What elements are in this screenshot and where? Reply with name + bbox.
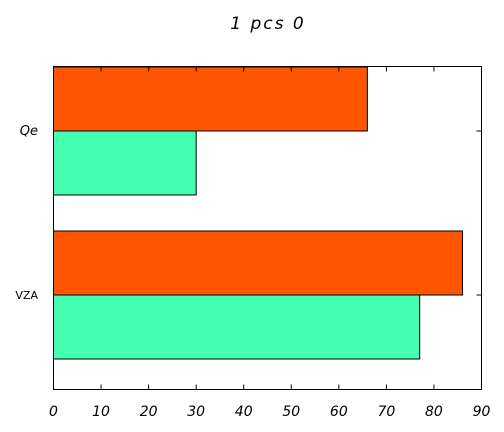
x-tick-label: 80: [425, 404, 443, 420]
category-label-qe: Qe: [20, 124, 38, 139]
bar-qe-series-1: [53, 66, 368, 132]
x-tick-label: 50: [282, 404, 300, 420]
bar-vza-series-1: [53, 230, 463, 296]
ticks-layer: [53, 66, 482, 390]
x-tick-label: 40: [235, 404, 253, 420]
x-tick-label: 30: [187, 404, 205, 420]
x-tick-label: 60: [330, 404, 348, 420]
bars-layer: [53, 66, 463, 360]
x-tick-label: 20: [140, 404, 158, 420]
x-tick-label: 90: [473, 404, 491, 420]
chart-title: 1 pcs 0: [230, 14, 305, 34]
category-label-vza: VZA: [15, 289, 38, 302]
x-tick-label: 10: [92, 404, 110, 420]
labels-layer: 0 10 20 30 40 50 60 70 80 90 Qe VZA: [15, 124, 490, 420]
bar-vza-series-2: [53, 294, 421, 360]
bar-qe-series-2: [53, 130, 197, 196]
plot-frame: [53, 66, 482, 390]
x-tick-label: 0: [49, 404, 58, 420]
x-tick-label: 70: [377, 404, 395, 420]
